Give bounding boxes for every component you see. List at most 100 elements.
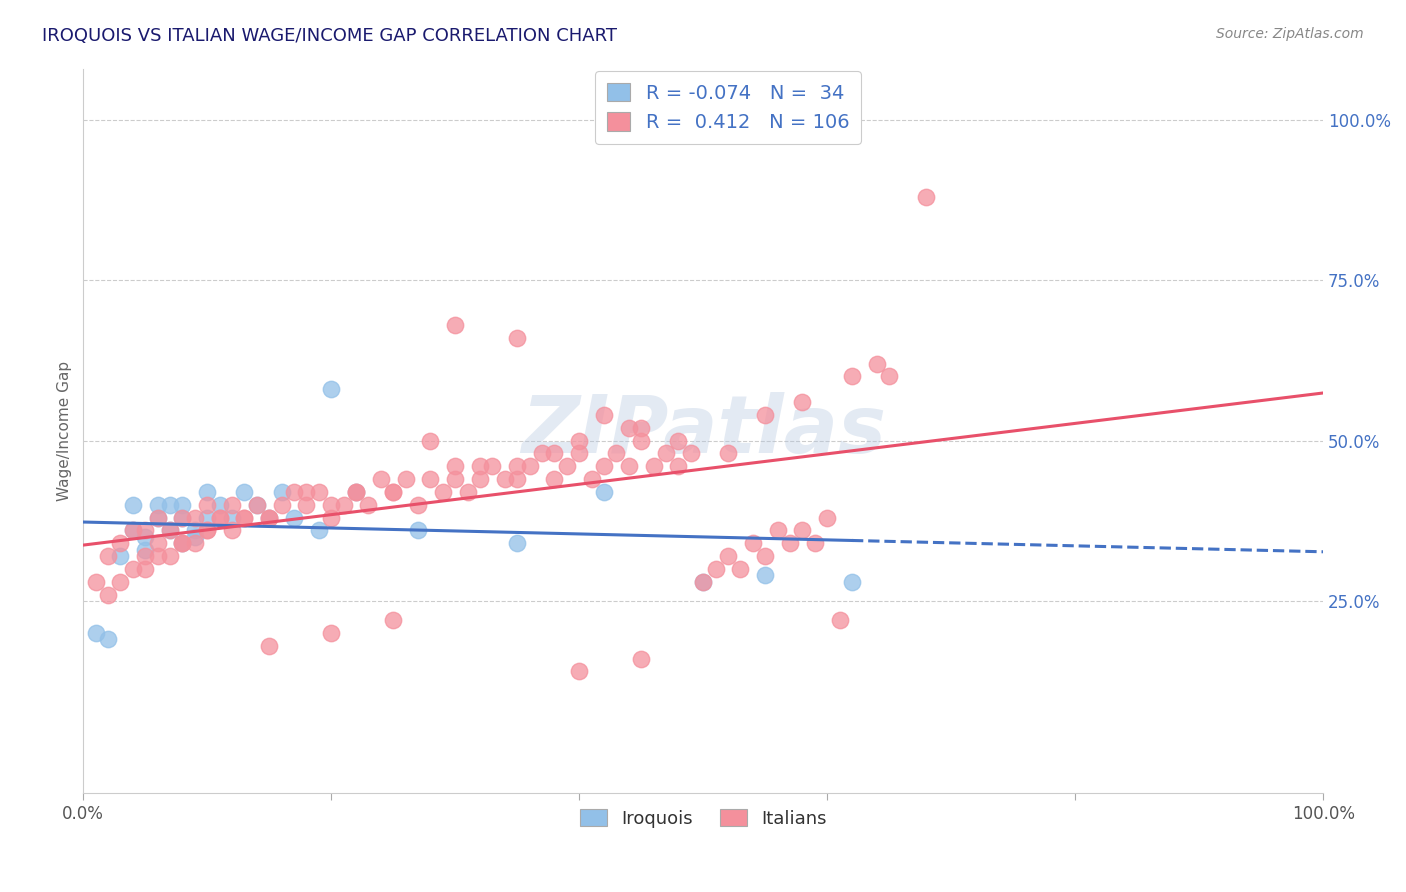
- Point: [221, 498, 243, 512]
- Point: [221, 510, 243, 524]
- Point: [406, 498, 429, 512]
- Point: [321, 626, 343, 640]
- Point: [134, 530, 156, 544]
- Point: [779, 536, 801, 550]
- Point: [828, 613, 851, 627]
- Point: [270, 498, 292, 512]
- Point: [344, 484, 367, 499]
- Point: [555, 459, 578, 474]
- Point: [195, 524, 218, 538]
- Point: [134, 542, 156, 557]
- Point: [208, 498, 231, 512]
- Point: [146, 510, 169, 524]
- Point: [457, 484, 479, 499]
- Point: [184, 510, 207, 524]
- Point: [519, 459, 541, 474]
- Point: [97, 549, 120, 563]
- Point: [506, 331, 529, 345]
- Point: [432, 484, 454, 499]
- Point: [593, 484, 616, 499]
- Point: [444, 318, 467, 332]
- Point: [146, 510, 169, 524]
- Point: [110, 549, 132, 563]
- Point: [679, 446, 702, 460]
- Point: [815, 510, 838, 524]
- Point: [321, 382, 343, 396]
- Point: [630, 651, 652, 665]
- Point: [246, 498, 269, 512]
- Point: [643, 459, 665, 474]
- Text: Source: ZipAtlas.com: Source: ZipAtlas.com: [1216, 27, 1364, 41]
- Point: [766, 524, 789, 538]
- Point: [321, 498, 343, 512]
- Point: [122, 562, 145, 576]
- Point: [506, 536, 529, 550]
- Point: [208, 510, 231, 524]
- Point: [184, 524, 207, 538]
- Point: [630, 421, 652, 435]
- Point: [382, 484, 405, 499]
- Point: [841, 574, 863, 589]
- Point: [221, 524, 243, 538]
- Point: [344, 484, 367, 499]
- Point: [754, 568, 776, 582]
- Point: [444, 459, 467, 474]
- Point: [915, 190, 938, 204]
- Point: [568, 446, 591, 460]
- Point: [110, 574, 132, 589]
- Point: [195, 498, 218, 512]
- Y-axis label: Wage/Income Gap: Wage/Income Gap: [58, 361, 72, 501]
- Point: [159, 498, 181, 512]
- Point: [704, 562, 727, 576]
- Point: [382, 484, 405, 499]
- Point: [668, 459, 690, 474]
- Legend: Iroquois, Italians: Iroquois, Italians: [572, 802, 834, 835]
- Point: [195, 484, 218, 499]
- Point: [370, 472, 392, 486]
- Point: [792, 524, 814, 538]
- Point: [357, 498, 380, 512]
- Point: [866, 357, 889, 371]
- Point: [195, 524, 218, 538]
- Point: [506, 459, 529, 474]
- Text: ZIPatlas: ZIPatlas: [520, 392, 886, 470]
- Point: [531, 446, 554, 460]
- Point: [494, 472, 516, 486]
- Point: [184, 530, 207, 544]
- Point: [468, 472, 491, 486]
- Point: [741, 536, 763, 550]
- Point: [172, 536, 194, 550]
- Point: [146, 549, 169, 563]
- Point: [344, 484, 367, 499]
- Point: [270, 484, 292, 499]
- Point: [159, 549, 181, 563]
- Point: [841, 369, 863, 384]
- Point: [184, 536, 207, 550]
- Text: IROQUOIS VS ITALIAN WAGE/INCOME GAP CORRELATION CHART: IROQUOIS VS ITALIAN WAGE/INCOME GAP CORR…: [42, 27, 617, 45]
- Point: [568, 434, 591, 448]
- Point: [122, 524, 145, 538]
- Point: [246, 498, 269, 512]
- Point: [110, 536, 132, 550]
- Point: [617, 459, 640, 474]
- Point: [233, 510, 256, 524]
- Point: [122, 524, 145, 538]
- Point: [506, 472, 529, 486]
- Point: [308, 524, 330, 538]
- Point: [146, 536, 169, 550]
- Point: [233, 484, 256, 499]
- Point: [172, 536, 194, 550]
- Point: [97, 587, 120, 601]
- Point: [308, 484, 330, 499]
- Point: [233, 510, 256, 524]
- Point: [172, 510, 194, 524]
- Point: [444, 472, 467, 486]
- Point: [134, 549, 156, 563]
- Point: [134, 562, 156, 576]
- Point: [406, 524, 429, 538]
- Point: [617, 421, 640, 435]
- Point: [792, 395, 814, 409]
- Point: [283, 484, 305, 499]
- Point: [581, 472, 603, 486]
- Point: [382, 613, 405, 627]
